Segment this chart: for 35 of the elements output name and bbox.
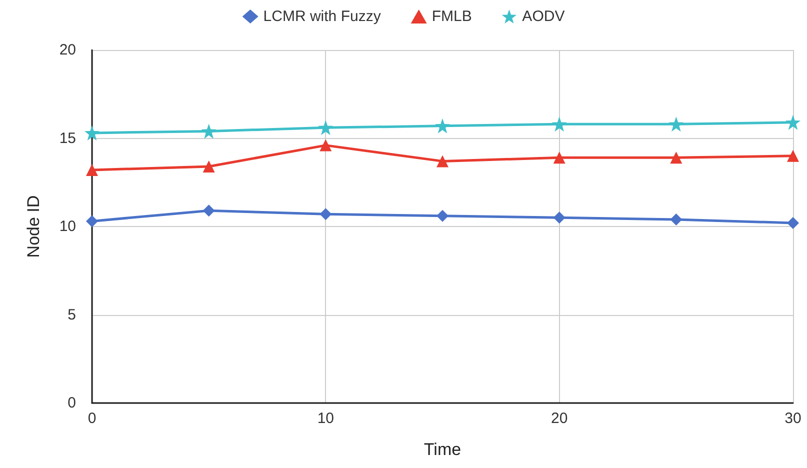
point	[320, 139, 332, 152]
point	[553, 152, 566, 164]
y-tick-label: 0	[68, 394, 76, 412]
point	[670, 213, 682, 226]
y-axis-title: Node ID	[24, 195, 43, 258]
legend-label: AODV	[522, 8, 565, 25]
point	[436, 210, 448, 222]
point	[201, 124, 216, 139]
x-tick-label: 20	[550, 410, 568, 427]
legend-label: FMLB	[432, 8, 472, 25]
y-tick-label: 5	[68, 306, 76, 324]
y-tick-label: 15	[59, 130, 76, 147]
point	[436, 155, 448, 168]
y-tick-label: 20	[59, 42, 76, 58]
point	[786, 114, 800, 130]
point	[202, 160, 215, 172]
point	[86, 164, 98, 176]
point	[320, 208, 332, 220]
point	[787, 150, 799, 162]
point	[202, 204, 215, 217]
point	[86, 215, 98, 228]
point	[435, 118, 450, 134]
point	[84, 125, 100, 140]
point	[553, 212, 566, 224]
legend-label: LCMR with Fuzzy	[263, 8, 382, 25]
point	[668, 116, 684, 132]
point	[552, 116, 567, 132]
x-tick-label: 30	[784, 410, 802, 427]
point	[318, 120, 334, 136]
point	[670, 152, 682, 164]
y-tick-label: 10	[59, 218, 76, 235]
x-tick-label: 0	[88, 410, 96, 427]
x-axis-title: Time	[424, 440, 462, 459]
point	[787, 216, 799, 229]
x-tick-label: 10	[317, 410, 334, 427]
